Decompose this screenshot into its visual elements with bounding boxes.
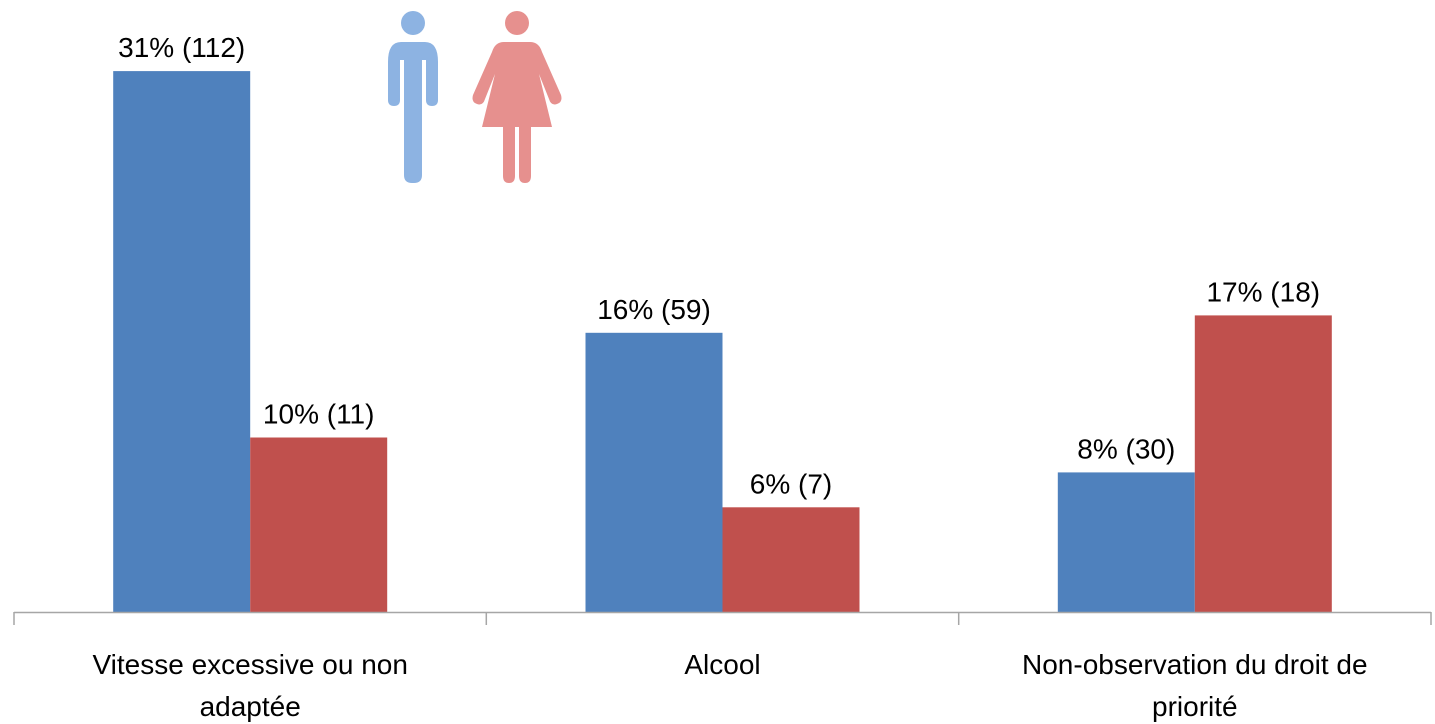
bar-men-0	[113, 71, 251, 613]
man-icon	[388, 11, 438, 183]
category-label: Vitesse excessive ou non adaptée	[92, 649, 407, 722]
value-labels-group: 31% (112) 10% (11) 16% (59) 6% (7) 8% (30) 17…	[118, 32, 1320, 499]
data-label: 8% (30)	[1077, 433, 1175, 464]
bar-men-1	[585, 332, 723, 612]
category-label-line: Alcool	[684, 649, 760, 680]
data-label: 31% (112)	[118, 32, 245, 63]
category-label-line: priorité	[1152, 691, 1238, 722]
woman-icon	[472, 11, 562, 183]
x-axis	[13, 611, 1432, 625]
category-label-line: Non-observation du droit de	[1022, 649, 1368, 680]
category-label: Alcool	[684, 649, 760, 680]
bar-women-0	[250, 437, 388, 612]
bar-women-2	[1194, 315, 1332, 612]
data-label: 16% (59)	[597, 294, 711, 325]
data-label: 6% (7)	[750, 468, 832, 499]
category-label-line: Vitesse excessive ou non	[92, 649, 407, 680]
category-label: Non-observation du droit de priorité	[1022, 649, 1368, 722]
bar-women-1	[722, 507, 860, 612]
data-label: 17% (18)	[1206, 276, 1320, 307]
category-labels-group: Vitesse excessive ou non adaptée Alcool Non…	[92, 649, 1367, 722]
bar-men-2	[1057, 472, 1195, 612]
data-label: 10% (11)	[263, 399, 375, 430]
bars-group	[113, 71, 1332, 613]
category-label-line: adaptée	[200, 691, 301, 722]
